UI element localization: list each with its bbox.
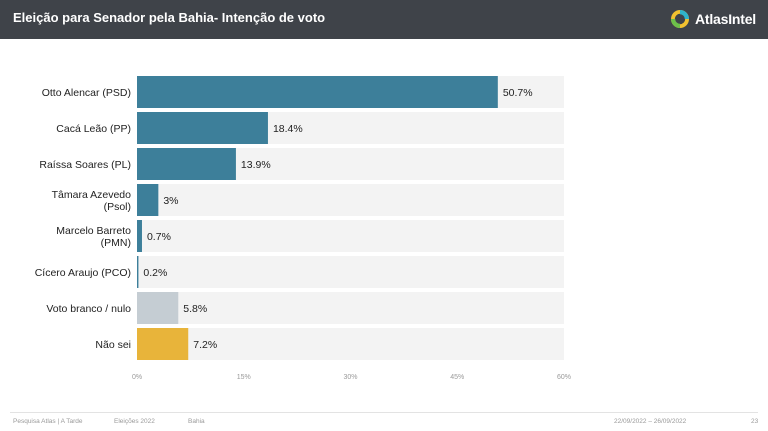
data-label: 5.8% [183,303,207,315]
x-tick-label: 0% [132,374,142,381]
category-label: (Psol) [104,201,131,213]
category-label: Raíssa Soares (PL) [39,159,131,171]
footer: Pesquisa Atlas | A Tarde Eleições 2022 B… [0,418,768,428]
data-label: 7.2% [193,339,217,351]
x-tick-label: 15% [237,374,251,381]
data-label: 0.7% [147,231,171,243]
bar [137,184,159,216]
bar [137,328,189,360]
category-label: Voto branco / nulo [46,303,131,315]
bar-track [137,292,564,324]
bar [137,148,236,180]
data-label: 3% [163,195,178,207]
category-label: Tâmara Azevedo [52,189,132,201]
category-label: Otto Alencar (PSD) [42,87,131,99]
data-label: 50.7% [503,87,533,99]
data-label: 18.4% [273,123,303,135]
brand-name: AtlasIntel [694,11,756,27]
category-label: Não sei [95,339,131,351]
category-label: Marcelo Barreto [56,225,131,237]
page-title: Eleição para Senador pela Bahia- Intençã… [13,10,326,25]
footer-divider [10,412,758,413]
bar-track [137,328,564,360]
atlasintel-logo-icon [670,10,689,28]
bar-track [137,184,564,216]
category-label: Cacá Leão (PP) [56,123,131,135]
bar-track [137,256,564,288]
footer-state: Bahia [188,418,205,425]
category-label: Cícero Araujo (PCO) [35,267,131,279]
bar-track [137,220,564,252]
footer-dates: 22/09/2022 – 26/09/2022 [614,418,687,425]
data-label: 13.9% [241,159,271,171]
data-label: 0.2% [143,267,167,279]
footer-source: Pesquisa Atlas | A Tarde [13,418,83,425]
bar [137,76,498,108]
brand: AtlasIntel [670,7,756,31]
category-label: (PMN) [101,237,131,249]
bar [137,256,139,288]
bar [137,220,142,252]
x-tick-label: 45% [450,374,464,381]
x-tick-label: 30% [343,374,357,381]
bar-chart: Otto Alencar (PSD) 50.7% Cacá Leão (PP) 18.… [35,76,571,381]
bar [137,112,268,144]
bar [137,292,179,324]
header-bar: Eleição para Senador pela Bahia- Intençã… [0,0,768,39]
footer-election: Eleições 2022 [114,418,155,425]
footer-page-number: 23 [751,418,759,425]
x-tick-label: 60% [557,374,571,381]
